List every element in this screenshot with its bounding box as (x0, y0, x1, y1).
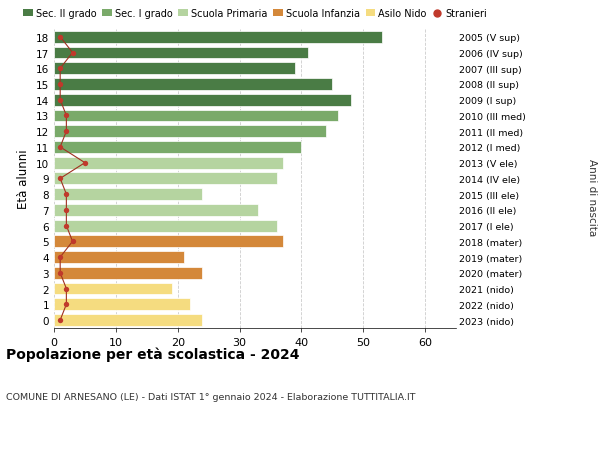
Bar (54, 173, 277, 185)
Bar (54, 267, 202, 279)
Y-axis label: Età alunni: Età alunni (17, 149, 31, 209)
Point (55, 254, 65, 261)
Bar (54, 314, 202, 326)
Point (62, 223, 71, 230)
Point (55, 97, 65, 104)
Bar (54, 189, 202, 201)
Point (55, 269, 65, 277)
Text: Popolazione per età scolastica - 2024: Popolazione per età scolastica - 2024 (6, 347, 299, 361)
Point (55, 144, 65, 151)
Point (55, 66, 65, 73)
Bar (54, 79, 332, 91)
Point (62, 285, 71, 292)
Bar (54, 205, 258, 216)
Point (55, 317, 65, 324)
Point (68, 50, 77, 57)
Bar (54, 236, 283, 248)
Bar (54, 283, 172, 295)
Bar (54, 252, 184, 263)
Bar (54, 299, 190, 311)
Legend: Sec. II grado, Sec. I grado, Scuola Primaria, Scuola Infanzia, Asilo Nido, Stran: Sec. II grado, Sec. I grado, Scuola Prim… (23, 9, 487, 19)
Point (62, 112, 71, 120)
Bar (54, 47, 308, 59)
Bar (54, 157, 283, 169)
Point (62, 207, 71, 214)
Point (80, 160, 90, 167)
Point (55, 34, 65, 41)
Point (55, 175, 65, 183)
Point (62, 191, 71, 198)
Bar (54, 220, 277, 232)
Bar (54, 126, 326, 138)
Bar (54, 142, 301, 153)
Text: Anni di nascita: Anni di nascita (587, 159, 597, 236)
Point (62, 301, 71, 308)
Point (68, 238, 77, 246)
Bar (54, 63, 295, 75)
Text: COMUNE DI ARNESANO (LE) - Dati ISTAT 1° gennaio 2024 - Elaborazione TUTTITALIA.I: COMUNE DI ARNESANO (LE) - Dati ISTAT 1° … (6, 392, 415, 402)
Bar (54, 110, 338, 122)
Point (55, 81, 65, 89)
Point (62, 128, 71, 135)
Bar (54, 32, 382, 44)
Bar (54, 95, 351, 106)
